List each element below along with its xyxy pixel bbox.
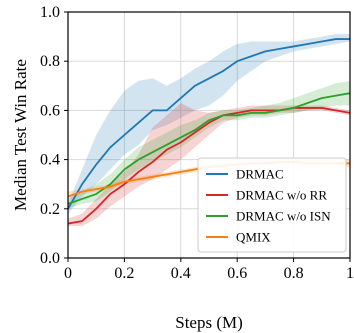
band-drmac-w-o-rr [68, 103, 350, 227]
plot-frame [67, 11, 351, 259]
axis-ticks: 0 0.2 0.4 0.6 0.8 1 0.0 0.2 0.4 0.6 0.8 1.0 [40, 4, 354, 282]
x-tick-label: 0.2 [114, 265, 134, 282]
y-tick-label: 0.0 [40, 250, 60, 267]
y-tick-label: 1.0 [40, 4, 60, 21]
x-axis-label: Steps (M) [175, 313, 243, 332]
x-tick-label: 0 [64, 265, 72, 282]
band-drmac-w-o-isn [68, 80, 350, 209]
legend: DRMAC DRMAC w/o RR DRMAC w/o ISN QMIX [197, 157, 347, 253]
legend-label-drmac-w-o-rr: DRMAC w/o RR [236, 188, 327, 203]
y-axis-label: Median Test Win Rate [11, 59, 30, 211]
legend-label-qmix: QMIX [236, 230, 271, 245]
legend-label-drmac-w-o-isn: DRMAC w/o ISN [236, 209, 331, 224]
y-tick-label: 0.2 [40, 201, 60, 218]
legend-label-drmac: DRMAC [236, 167, 284, 182]
x-tick-label: 0.6 [227, 265, 247, 282]
y-tick-label: 0.4 [40, 152, 60, 169]
x-tick-label: 0.8 [284, 265, 304, 282]
legend-box [197, 157, 347, 253]
x-tick-label: 0.4 [171, 265, 191, 282]
line-drmac [67, 38, 350, 210]
line-drmac-w-o-isn [67, 92, 351, 205]
x-tick-label: 1 [346, 265, 354, 282]
y-tick-label: 0.6 [40, 102, 60, 119]
y-tick-label: 0.8 [40, 53, 60, 70]
line-drmac-w-o-rr [67, 107, 351, 225]
band-drmac [68, 34, 350, 214]
